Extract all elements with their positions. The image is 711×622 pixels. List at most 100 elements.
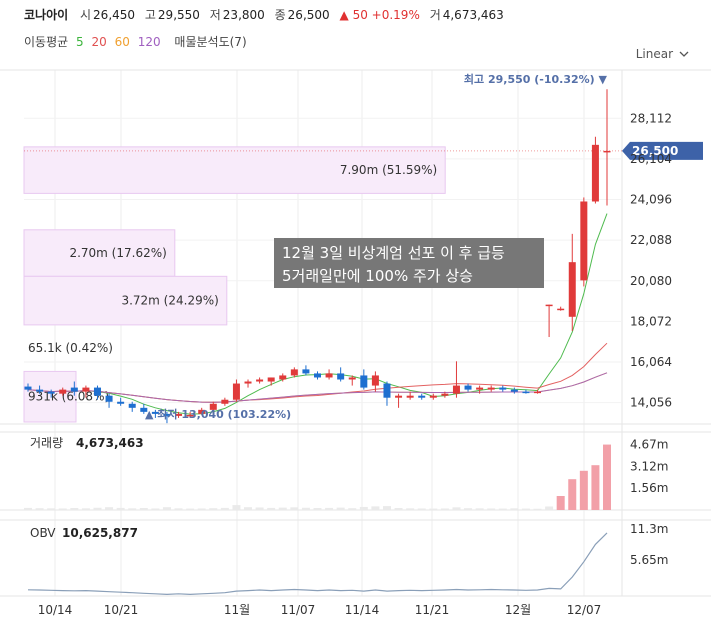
candle-body [105,395,113,402]
candle-body [371,375,379,386]
candle-body [441,393,449,396]
candle-body [452,385,460,394]
volume-bar [209,508,218,510]
open-value: 26,450 [93,8,136,22]
candle-body [290,369,298,376]
candle-body [348,377,356,380]
volume-bar [105,507,114,510]
volume-bar [278,507,287,510]
volume-bar [174,508,183,510]
volume-bar [417,508,426,510]
volume-profile-bar [23,146,446,194]
candle-body [337,373,345,380]
chevron-down-icon [679,47,689,61]
candle-body [36,389,44,392]
volume-bar [197,508,206,510]
volume-bar [579,470,588,510]
candle-body [302,369,310,374]
candle-body [487,387,495,390]
y-tick-label: 28,112 [630,111,672,125]
candle-body [93,387,101,396]
volume-bar [429,508,438,510]
annotation-line-2: 5거래일만에 100% 주가 상승 [282,267,473,285]
change-value: 50 [352,8,368,22]
y-tick-label: 14,056 [630,396,672,410]
volume-profile-bar [23,370,77,423]
volume-profile-label: 7.90m (51.59%) [340,163,437,177]
ma20-label[interactable]: 20 [91,35,107,49]
low-label: 저 [209,8,221,22]
last-price-label: 26,500 [632,144,678,158]
volume-profile-label[interactable]: 매물분석도(7) [174,35,247,49]
candle-body [360,375,368,388]
candle-body [591,144,599,202]
last-price-tag [622,141,703,160]
candle-body [175,413,183,416]
volume-bar [301,507,310,510]
volume-profile-label: 2.70m (17.62%) [69,246,166,260]
volume-bar [533,508,542,510]
volume-profile-label: 65.1k (0.42%) [28,341,113,355]
candle-body [499,387,507,390]
volume-panel-label: 거래량 [30,436,63,450]
ma5-label[interactable]: 5 [76,35,84,49]
volume-label: 거 [429,8,441,22]
volume-bar [406,508,415,510]
y-tick-label: 20,080 [630,274,672,288]
candle-body [395,395,403,398]
y-tick-label: 22,088 [630,233,672,247]
volume-bar [24,507,32,510]
stock-name: 코나아이 [24,8,69,22]
volume-bar [475,508,484,510]
min-price-label: ▲ 최저 13,040 (103.22%) [145,407,291,421]
volume-profile-bar [23,275,228,326]
candle-body [406,395,414,398]
y-tick-label: 16,064 [630,355,672,369]
candle-body [476,387,484,390]
candle-body [603,150,611,153]
candle-body [418,395,426,398]
candle-body [314,373,321,378]
scale-mode-dropdown[interactable]: Linear [636,47,689,61]
candle-body [429,395,437,398]
ma60-label[interactable]: 60 [114,35,130,49]
indicator-legend: 이동평균 5 20 60 120 매물분석도(7) [24,33,251,50]
volume-bar [139,508,148,510]
volume-bar [232,505,241,510]
candle-body [522,391,530,394]
candle-body [256,379,264,382]
volume-bar [162,507,171,510]
candle-body [140,407,148,412]
volume-bar [464,508,473,510]
close-value: 26,500 [287,8,330,22]
candle-body [70,387,78,392]
volume-bar [93,507,102,510]
volume-bar [371,506,380,510]
volume-bar [116,507,125,510]
obv-tick-label: 11.3m [630,522,668,536]
volume-profile-label: 3.72m (24.29%) [121,294,218,308]
volume-bar [603,444,611,510]
ma-label[interactable]: 이동평균 [24,35,69,49]
candle-body [557,308,565,311]
volume-bar [498,508,507,510]
ma120-line [27,372,608,403]
volume-bar [382,506,391,510]
ma120-label[interactable]: 120 [137,35,161,49]
volume-bar [545,506,554,510]
volume-bar [591,465,600,510]
candle-body [186,414,194,417]
candle-body [24,386,32,390]
candle-body [151,411,159,414]
volume-bar [220,507,229,510]
scale-mode-label: Linear [635,47,673,61]
volume-bar [359,506,368,510]
candle-body [464,385,472,390]
change-percent: +0.19% [371,8,420,22]
candle-body [244,381,252,384]
low-value: 23,800 [222,8,265,22]
volume-bar [70,508,79,510]
obv-panel-label: OBV [30,526,56,540]
volume-tick-label: 4.67m [630,438,668,452]
